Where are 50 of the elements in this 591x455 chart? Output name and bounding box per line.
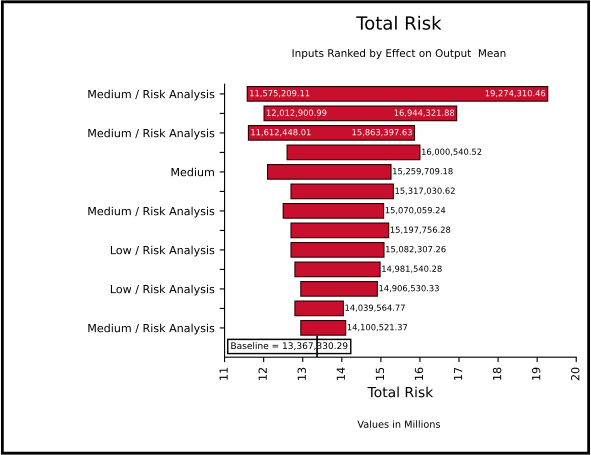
annotation: 16,000,540.52 bbox=[422, 148, 482, 156]
bar bbox=[282, 203, 384, 219]
y-tick-label: Low / Risk Analysis bbox=[110, 246, 214, 256]
bar bbox=[248, 125, 416, 141]
y-tick-label: Medium bbox=[172, 168, 214, 176]
y-tick-label: Medium / Risk Analysis bbox=[88, 206, 214, 218]
x-tick-label: 16 bbox=[414, 368, 424, 380]
x-tick-label: 20 bbox=[571, 368, 580, 380]
y-tick-label: Low / Risk Analysis bbox=[110, 284, 214, 296]
bar bbox=[290, 242, 385, 258]
x-tick-label: 15 bbox=[376, 368, 384, 380]
bar bbox=[300, 320, 346, 336]
x-tick-label: 14 bbox=[336, 368, 345, 380]
bar bbox=[246, 86, 548, 102]
y-tick-label: Medium / Risk Analysis bbox=[88, 128, 214, 140]
annotation: 14,039,564.77 bbox=[345, 304, 405, 312]
x-tick-label: 19 bbox=[532, 368, 540, 380]
annotation: 15,082,307.26 bbox=[386, 246, 446, 254]
bar bbox=[290, 184, 394, 200]
bar bbox=[267, 164, 392, 180]
annotation: 11,612,448.01 bbox=[251, 129, 311, 136]
annotation: 14,906,530.33 bbox=[379, 285, 439, 292]
bar bbox=[286, 144, 420, 160]
annotation: 14,100,521.37 bbox=[348, 324, 408, 332]
y-tick-label: Medium / Risk Analysis bbox=[88, 324, 214, 334]
annotation: 15,317,030.62 bbox=[395, 188, 455, 195]
y-tick-label: Medium / Risk Analysis bbox=[88, 90, 214, 100]
x-axis-title: Total Risk bbox=[368, 386, 434, 398]
annotation: 15,197,756.28 bbox=[390, 226, 450, 234]
bar bbox=[290, 222, 390, 238]
annotation: 14,981,540.28 bbox=[382, 266, 442, 273]
annotation: 19,274,310.46 bbox=[486, 90, 546, 98]
x-tick-label: 12 bbox=[258, 368, 267, 380]
bar bbox=[300, 281, 378, 297]
bar bbox=[263, 106, 458, 122]
x-tick-label: 18 bbox=[492, 368, 502, 380]
text: Values in Millions bbox=[357, 420, 440, 428]
annotation: 16,944,321.88 bbox=[394, 110, 454, 117]
x-tick-label: 17 bbox=[454, 368, 462, 380]
annotation: 15,863,397.63 bbox=[352, 129, 412, 136]
chart-subtitle: Inputs Ranked by Effect on Output Mean bbox=[292, 48, 506, 60]
annotation: 15,070,059.24 bbox=[386, 207, 446, 214]
chart-title: Total Risk bbox=[356, 16, 442, 30]
bar bbox=[294, 300, 344, 316]
annotation: 15,259,709.18 bbox=[393, 168, 453, 176]
annotation: 11,575,209.11 bbox=[250, 90, 310, 98]
x-tick-label: 13 bbox=[298, 368, 306, 380]
bar bbox=[294, 262, 381, 278]
annotation: 12,012,900.99 bbox=[266, 110, 326, 117]
x-tick-label: 11 bbox=[220, 368, 228, 380]
